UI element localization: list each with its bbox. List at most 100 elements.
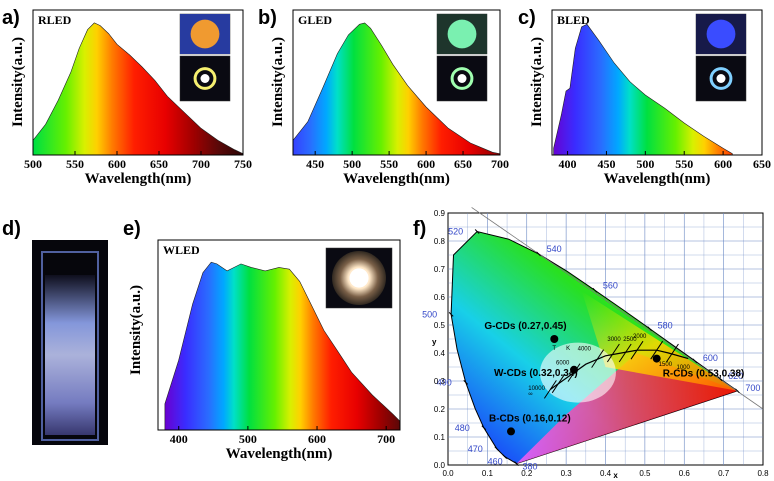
cie-x-axis-label: x [613,471,618,480]
panel-c: 400 450 500 550 600 650 BLED Wavelength(nm) Inte… [518,7,771,187]
locus-tick [448,312,454,317]
led-ring-b [450,67,474,90]
x-tick-label-c: 400 [559,157,577,171]
panel-e: 400 500 600 700 WLED Wavelength(nm) Intensity(… [123,218,401,462]
x-tick-label-a: 750 [234,157,252,171]
locus-tick [735,388,740,394]
planckian-label: 1000 [676,365,690,371]
panel-label-b: b) [258,7,277,29]
spectrum-area-e [164,261,401,431]
locus-wavelength-label: 470 [468,444,483,454]
planckian-label: 10000 [528,386,545,392]
locus-tick [474,229,480,234]
cie-x-tick-label: 0.4 [600,469,612,478]
tk-label: T [552,346,556,352]
led-ring-a [193,67,217,90]
x-axis-label-e: Wavelength(nm) [226,446,333,462]
planckian-locus [550,349,689,390]
cie-x-tick-label: 0.0 [442,469,454,478]
locus-wavelength-label: 460 [488,457,503,467]
x-tick-label-b: 600 [417,157,435,171]
locus-tick [463,380,469,385]
cie-y-tick-label: 0.5 [434,321,446,330]
panel-label-f: f) [413,218,426,240]
cie-y-tick-label: 0.0 [434,461,446,470]
x-tick-label-e: 400 [170,432,188,446]
cie-y-tick-label: 0.6 [434,293,446,302]
led-core-e [349,268,369,288]
locus-tick [502,454,508,459]
panel-label-d: d) [2,218,21,240]
cie-x-tick-label: 0.3 [561,469,573,478]
isotherm-line [591,349,605,368]
cie-point-label: W-CDs (0.32,0.34) [494,368,578,379]
panel-a: 500 550 600 650 700 750 RLED Wavelength(nm) Inte… [2,7,252,187]
isotherm-line [543,380,557,399]
cie-edge-line [471,207,764,410]
chart-title-e: WLED [163,243,200,257]
cie-y-tick-label: 0.8 [434,237,446,246]
chart-title-b: GLED [298,13,332,27]
planckian-label: 4000 [578,347,592,353]
cie-x-tick-label: 0.5 [639,469,651,478]
cie-data-point [507,427,515,436]
x-tick-label-e: 600 [308,432,326,446]
planckian-label: 2000 [633,334,647,340]
led-core-b [457,74,467,83]
led-core-a [200,74,210,83]
isotherm-line [618,343,632,363]
panel-label-e: e) [123,218,141,240]
cie-y-tick-label: 0.1 [434,433,446,442]
cie-x-tick-label: 0.2 [521,469,533,478]
locus-tick [494,446,500,452]
cie-data-point [652,354,661,363]
planckian-label: ∞ [528,391,532,397]
led-ring-c [709,67,733,90]
planckian-label: 1500 [659,362,673,368]
cie-x-tick-label: 0.7 [718,469,730,478]
locus-wavelength-label: 600 [703,353,718,363]
locus-wavelength-label: 620 [728,371,743,381]
panel-d: d) [2,218,108,445]
sample-disc-a [190,19,220,49]
cie-y-axis-label: y [432,338,437,347]
x-tick-label-e: 700 [377,432,395,446]
cie-y-tick-label: 0.9 [434,209,446,218]
locus-wavelength-label: 520 [448,226,463,236]
cie-x-tick-label: 0.8 [757,469,769,478]
x-tick-label-a: 650 [150,157,168,171]
locus-tick [481,425,487,431]
cie-yellow-region [581,291,738,391]
locus-wavelength-label: 480 [455,423,470,433]
isotherm-line [630,340,644,360]
axes-frame-b [292,9,501,156]
x-tick-label-b: 550 [380,157,398,171]
cie-data-point [550,335,559,343]
sample-disc-b [447,19,477,49]
x-tick-label-c: 450 [597,157,615,171]
x-tick-label-b: 700 [491,157,509,171]
panel-f: f) 380 460 470 480 490 500 520 540 560 580 600 62070… [413,207,769,480]
k-label: K [566,346,570,352]
x-tick-label-b: 450 [306,157,324,171]
cie-point-label: B-CDs (0.16,0.12) [489,413,571,424]
spectrum-area-a [32,22,244,156]
x-tick-label-c: 650 [753,157,771,171]
cie-y-tick-label: 0.2 [434,405,446,414]
led-core-c [716,74,726,83]
locus-wavelength-label: 560 [603,280,618,290]
x-tick-label-b: 650 [454,157,472,171]
cie-point-label: R-CDs (0.53,0.38) [663,369,745,380]
x-tick-label-a: 600 [108,157,126,171]
x-tick-label-b: 500 [343,157,361,171]
panel-b: 450 500 550 600 650 700 GLED Wavelength(nm) Inte… [258,7,509,187]
spectrum-area-c [553,23,733,156]
cie-point-label: G-CDs (0.27,0.45) [484,321,566,332]
locus-wavelength-label: 700 [745,383,760,393]
x-tick-label-c: 600 [714,157,732,171]
spectrum-area-b [292,22,501,156]
x-tick-label-c: 550 [675,157,693,171]
y-axis-label-b: Intensity(a.u.) [270,37,286,127]
x-tick-label-a: 700 [192,157,210,171]
